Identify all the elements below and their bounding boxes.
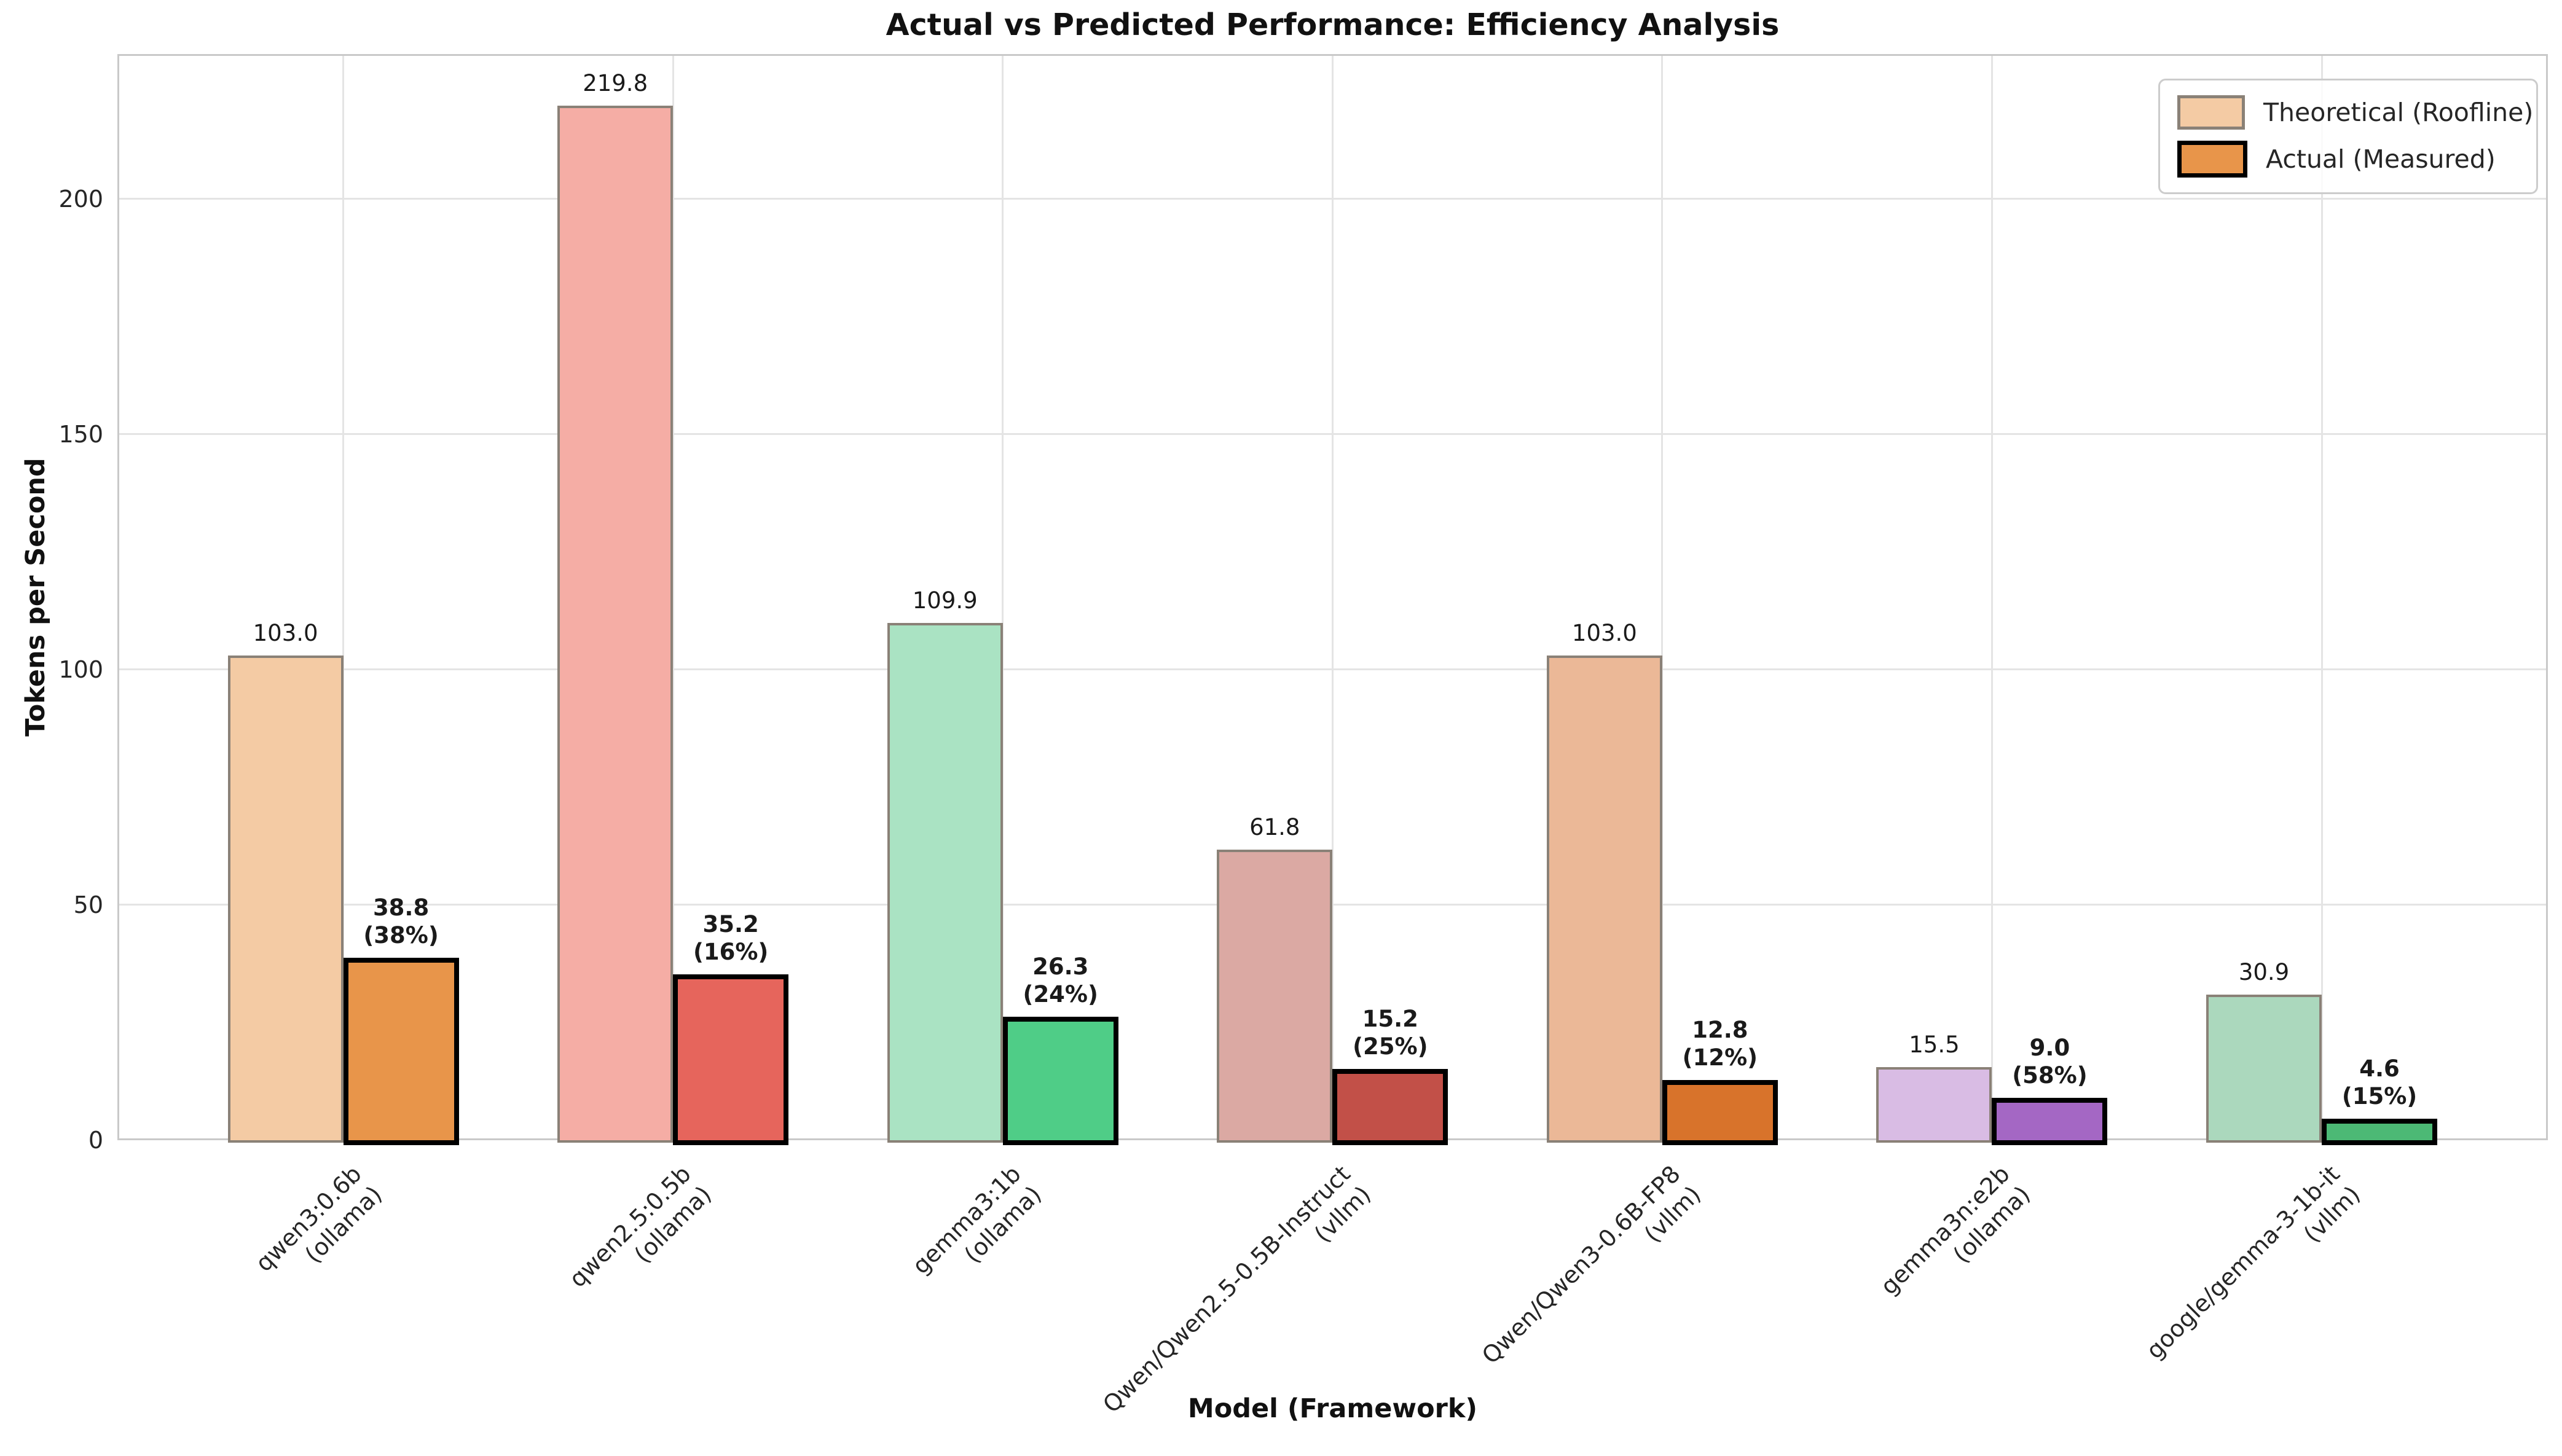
legend-label-theoretical: Theoretical (Roofline) xyxy=(2263,98,2534,127)
bar-label-actual-percent: (38%) xyxy=(363,922,439,949)
x-gridline-qwen3-0-6b xyxy=(342,54,345,1140)
x-gridline-qwen-qwen2-5-0-5b-instruct xyxy=(1331,54,1334,1140)
bar-label-actual-value: 38.8 xyxy=(372,894,430,921)
bar-theoretical-qwen2-5-0-5b xyxy=(557,106,674,1143)
bar-label-actual-value: 9.0 xyxy=(2029,1035,2070,1062)
bar-label-actual-qwen-qwen3-0-6b-fp8: 12.8 (12%) xyxy=(1591,1016,1849,1071)
bar-label-theoretical-qwen-qwen2-5-0-5b-instruct: 61.8 xyxy=(1249,813,1300,840)
bar-label-actual-gemma3-1b: 26.3 (24%) xyxy=(932,953,1190,1008)
bar-label-actual-value: 4.6 xyxy=(2359,1055,2400,1082)
x-gridline-gemma3-1b xyxy=(1002,54,1004,1140)
legend-item-theoretical: Theoretical (Roofline) xyxy=(2177,95,2533,130)
x-gridline-google-gemma-3-1b-it xyxy=(2320,54,2323,1140)
bar-label-actual-value: 26.3 xyxy=(1032,953,1089,980)
bar-theoretical-gemma3n-e2b xyxy=(1876,1067,1992,1143)
bar-label-actual-value: 12.8 xyxy=(1692,1016,1748,1043)
bar-actual-qwen-qwen2-5-0-5b-instruct xyxy=(1332,1068,1448,1145)
bar-actual-gemma3n-e2b xyxy=(1992,1098,2108,1145)
x-axis-label: Model (Framework) xyxy=(1187,1393,1478,1424)
y-tick-label-0: 0 xyxy=(88,1127,103,1154)
legend-swatch-actual-icon xyxy=(2177,141,2247,178)
legend-item-actual: Actual (Measured) xyxy=(2177,141,2519,178)
legend-swatch-theoretical-icon xyxy=(2177,95,2245,130)
bar-theoretical-google-gemma-3-1b-it xyxy=(2206,995,2322,1143)
bar-label-theoretical-qwen-qwen3-0-6b-fp8: 103.0 xyxy=(1571,619,1637,646)
bar-label-actual-qwen3-0-6b: 38.8 (38%) xyxy=(272,894,530,949)
bar-actual-qwen-qwen3-0-6b-fp8 xyxy=(1662,1079,1778,1145)
bar-label-actual-qwen-qwen2-5-0-5b-instruct: 15.2 (25%) xyxy=(1261,1005,1519,1060)
bar-theoretical-gemma3-1b xyxy=(887,623,1003,1143)
bar-label-theoretical-google-gemma-3-1b-it: 30.9 xyxy=(2238,959,2290,986)
bar-label-theoretical-gemma3-1b: 109.9 xyxy=(912,587,978,614)
y-axis-label: Tokens per Second xyxy=(20,458,51,737)
bar-label-theoretical-gemma3n-e2b: 15.5 xyxy=(1909,1031,1960,1059)
bar-label-actual-percent: (15%) xyxy=(2341,1082,2418,1110)
bar-label-actual-gemma3n-e2b: 9.0 (58%) xyxy=(1920,1034,2179,1089)
bar-label-actual-google-gemma-3-1b-it: 4.6 (15%) xyxy=(2250,1055,2509,1110)
bar-actual-google-gemma-3-1b-it xyxy=(2322,1118,2438,1145)
bar-label-actual-percent: (24%) xyxy=(1023,980,1098,1008)
bar-label-actual-value: 35.2 xyxy=(702,911,759,938)
bar-theoretical-qwen3-0-6b xyxy=(227,655,344,1143)
bar-label-theoretical-qwen3-0-6b: 103.0 xyxy=(253,619,318,646)
x-gridline-gemma3n-e2b xyxy=(1990,54,1993,1140)
x-gridline-qwen2-5-0-5b xyxy=(672,54,674,1140)
bar-actual-qwen3-0-6b xyxy=(343,957,459,1145)
x-gridline-qwen-qwen3-0-6b-fp8 xyxy=(1661,54,1664,1140)
bar-label-theoretical-qwen2-5-0-5b: 219.8 xyxy=(583,70,648,97)
chart-title: Actual vs Predicted Performance: Efficie… xyxy=(886,7,1780,42)
legend: Theoretical (Roofline) Actual (Measured) xyxy=(2158,79,2538,194)
y-tick-label-100: 100 xyxy=(58,656,103,683)
bar-label-actual-value: 15.2 xyxy=(1362,1005,1418,1032)
bar-label-actual-qwen2-5-0-5b: 35.2 (16%) xyxy=(602,910,860,966)
y-tick-label-200: 200 xyxy=(58,185,103,213)
y-tick-label-150: 150 xyxy=(58,420,103,448)
y-tick-label-50: 50 xyxy=(73,891,103,918)
bar-theoretical-qwen-qwen3-0-6b-fp8 xyxy=(1546,655,1662,1143)
bar-theoretical-qwen-qwen2-5-0-5b-instruct xyxy=(1217,849,1333,1143)
bar-label-actual-percent: (16%) xyxy=(693,939,769,966)
bar-label-actual-percent: (58%) xyxy=(2012,1062,2088,1089)
legend-label-actual: Actual (Measured) xyxy=(2266,144,2496,174)
bar-actual-gemma3-1b xyxy=(1002,1016,1118,1145)
bar-label-actual-percent: (12%) xyxy=(1682,1044,1758,1071)
bar-actual-qwen2-5-0-5b xyxy=(673,974,789,1145)
bar-label-actual-percent: (25%) xyxy=(1353,1033,1428,1060)
